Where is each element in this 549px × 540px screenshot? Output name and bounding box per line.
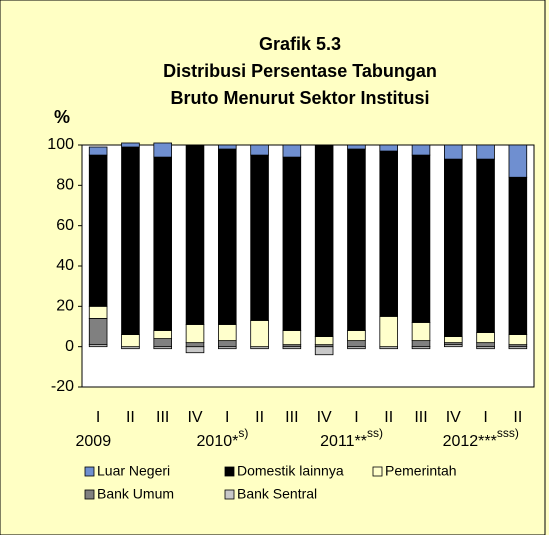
legend-label: Luar Negeri	[97, 463, 170, 479]
x-tick-label: I	[483, 409, 487, 426]
bar-segment	[121, 142, 140, 148]
bar-segment	[153, 142, 172, 158]
bar-segment	[411, 340, 431, 348]
bar-segment	[153, 156, 172, 331]
chart-title: Bruto Menurut Sektor Institusi	[170, 88, 429, 108]
x-tick-label: II	[126, 409, 135, 426]
bar-segment	[250, 144, 269, 156]
x-tick-label: III	[414, 409, 427, 426]
bar-segment	[185, 342, 205, 348]
bar-segment	[88, 154, 108, 307]
bar-segment	[444, 336, 463, 344]
bar-segment	[379, 150, 398, 317]
bar-segment	[379, 144, 398, 152]
bar-segment	[508, 176, 528, 335]
x-tick-label: III	[285, 409, 298, 426]
x-tick-label: IV	[446, 409, 461, 426]
group-label: 2009	[76, 433, 112, 450]
bar-segment	[347, 330, 366, 342]
bar-segment	[314, 144, 334, 337]
bar-segment	[153, 338, 172, 348]
legend-swatch	[84, 466, 95, 477]
group-note: sss)	[497, 426, 519, 440]
chart-title: Grafik 5.3	[259, 34, 341, 54]
group-name: 2011**	[320, 433, 367, 450]
group-label: 2011**ss)	[320, 426, 383, 450]
y-tick-label: -20	[51, 378, 74, 395]
legend-swatch	[224, 489, 235, 500]
y-tick-label: 40	[56, 257, 74, 274]
bar-segment	[314, 346, 334, 356]
bar-segment	[88, 305, 108, 319]
group-label: 2012***sss)	[443, 426, 519, 450]
group-note: s)	[238, 426, 248, 440]
bar-segment	[218, 324, 237, 342]
bar-segment	[218, 340, 237, 348]
x-tick-label: I	[354, 409, 358, 426]
bar-segment	[476, 342, 495, 348]
bar-segment	[185, 324, 205, 344]
bar-segment	[282, 156, 302, 331]
bar-segment	[121, 146, 140, 335]
bar-segment	[444, 158, 463, 337]
bar-segment	[476, 144, 495, 160]
x-tick-label: I	[96, 409, 100, 426]
group-label: 2010*s)	[197, 426, 249, 450]
legend-swatch	[84, 489, 95, 500]
bar-segment	[347, 144, 366, 150]
bar-segment	[476, 158, 495, 333]
group-note: ss)	[367, 426, 383, 440]
group-name: 2012***	[443, 433, 497, 450]
bar-segment	[314, 336, 334, 346]
bar-segment	[218, 148, 237, 325]
legend-label: Bank Sentral	[237, 486, 317, 502]
bar-segment	[411, 144, 431, 156]
y-tick-label: 80	[56, 177, 74, 194]
legend-label: Pemerintah	[385, 463, 457, 479]
bar-segment	[88, 146, 108, 156]
x-tick-label: IV	[187, 409, 202, 426]
bar-segment	[153, 330, 172, 339]
x-tick-label: II	[513, 409, 522, 426]
group-name: 2009	[76, 433, 112, 450]
bar-segment	[250, 320, 269, 348]
y-axis-label: %	[54, 107, 70, 127]
bar-segment	[508, 334, 528, 346]
bar-segment	[121, 334, 140, 348]
x-tick-label: II	[255, 409, 264, 426]
x-tick-label: III	[156, 409, 169, 426]
bar-segment	[218, 144, 237, 150]
group-name: 2010*	[197, 433, 239, 450]
y-tick-label: 0	[65, 338, 74, 355]
x-tick-label: I	[225, 409, 229, 426]
y-tick-label: 100	[47, 136, 74, 153]
bar-segment	[508, 144, 528, 178]
legend-label: Bank Umum	[97, 486, 174, 502]
x-tick-label: IV	[317, 409, 332, 426]
y-tick-label: 60	[56, 217, 74, 234]
bar-segment	[250, 154, 269, 321]
legend-swatch	[372, 466, 383, 477]
legend-swatch	[224, 466, 235, 477]
chart-title: Distribusi Persentase Tabungan	[163, 61, 437, 81]
bar-segment	[282, 144, 302, 158]
bar-segment	[347, 340, 366, 348]
bar-segment	[444, 144, 463, 160]
bar-segment	[282, 330, 302, 346]
plot-area	[81, 144, 535, 388]
legend-label: Domestik lainnya	[237, 463, 344, 479]
bar-segment	[185, 144, 205, 325]
bar-segment	[411, 154, 431, 323]
bar-segment	[476, 332, 495, 344]
bar-segment	[88, 318, 108, 346]
bar-segment	[185, 346, 205, 354]
y-tick-label: 20	[56, 298, 74, 315]
bar-segment	[347, 148, 366, 331]
bar-segment	[379, 316, 398, 348]
bar-segment	[411, 322, 431, 342]
x-tick-label: II	[384, 409, 393, 426]
